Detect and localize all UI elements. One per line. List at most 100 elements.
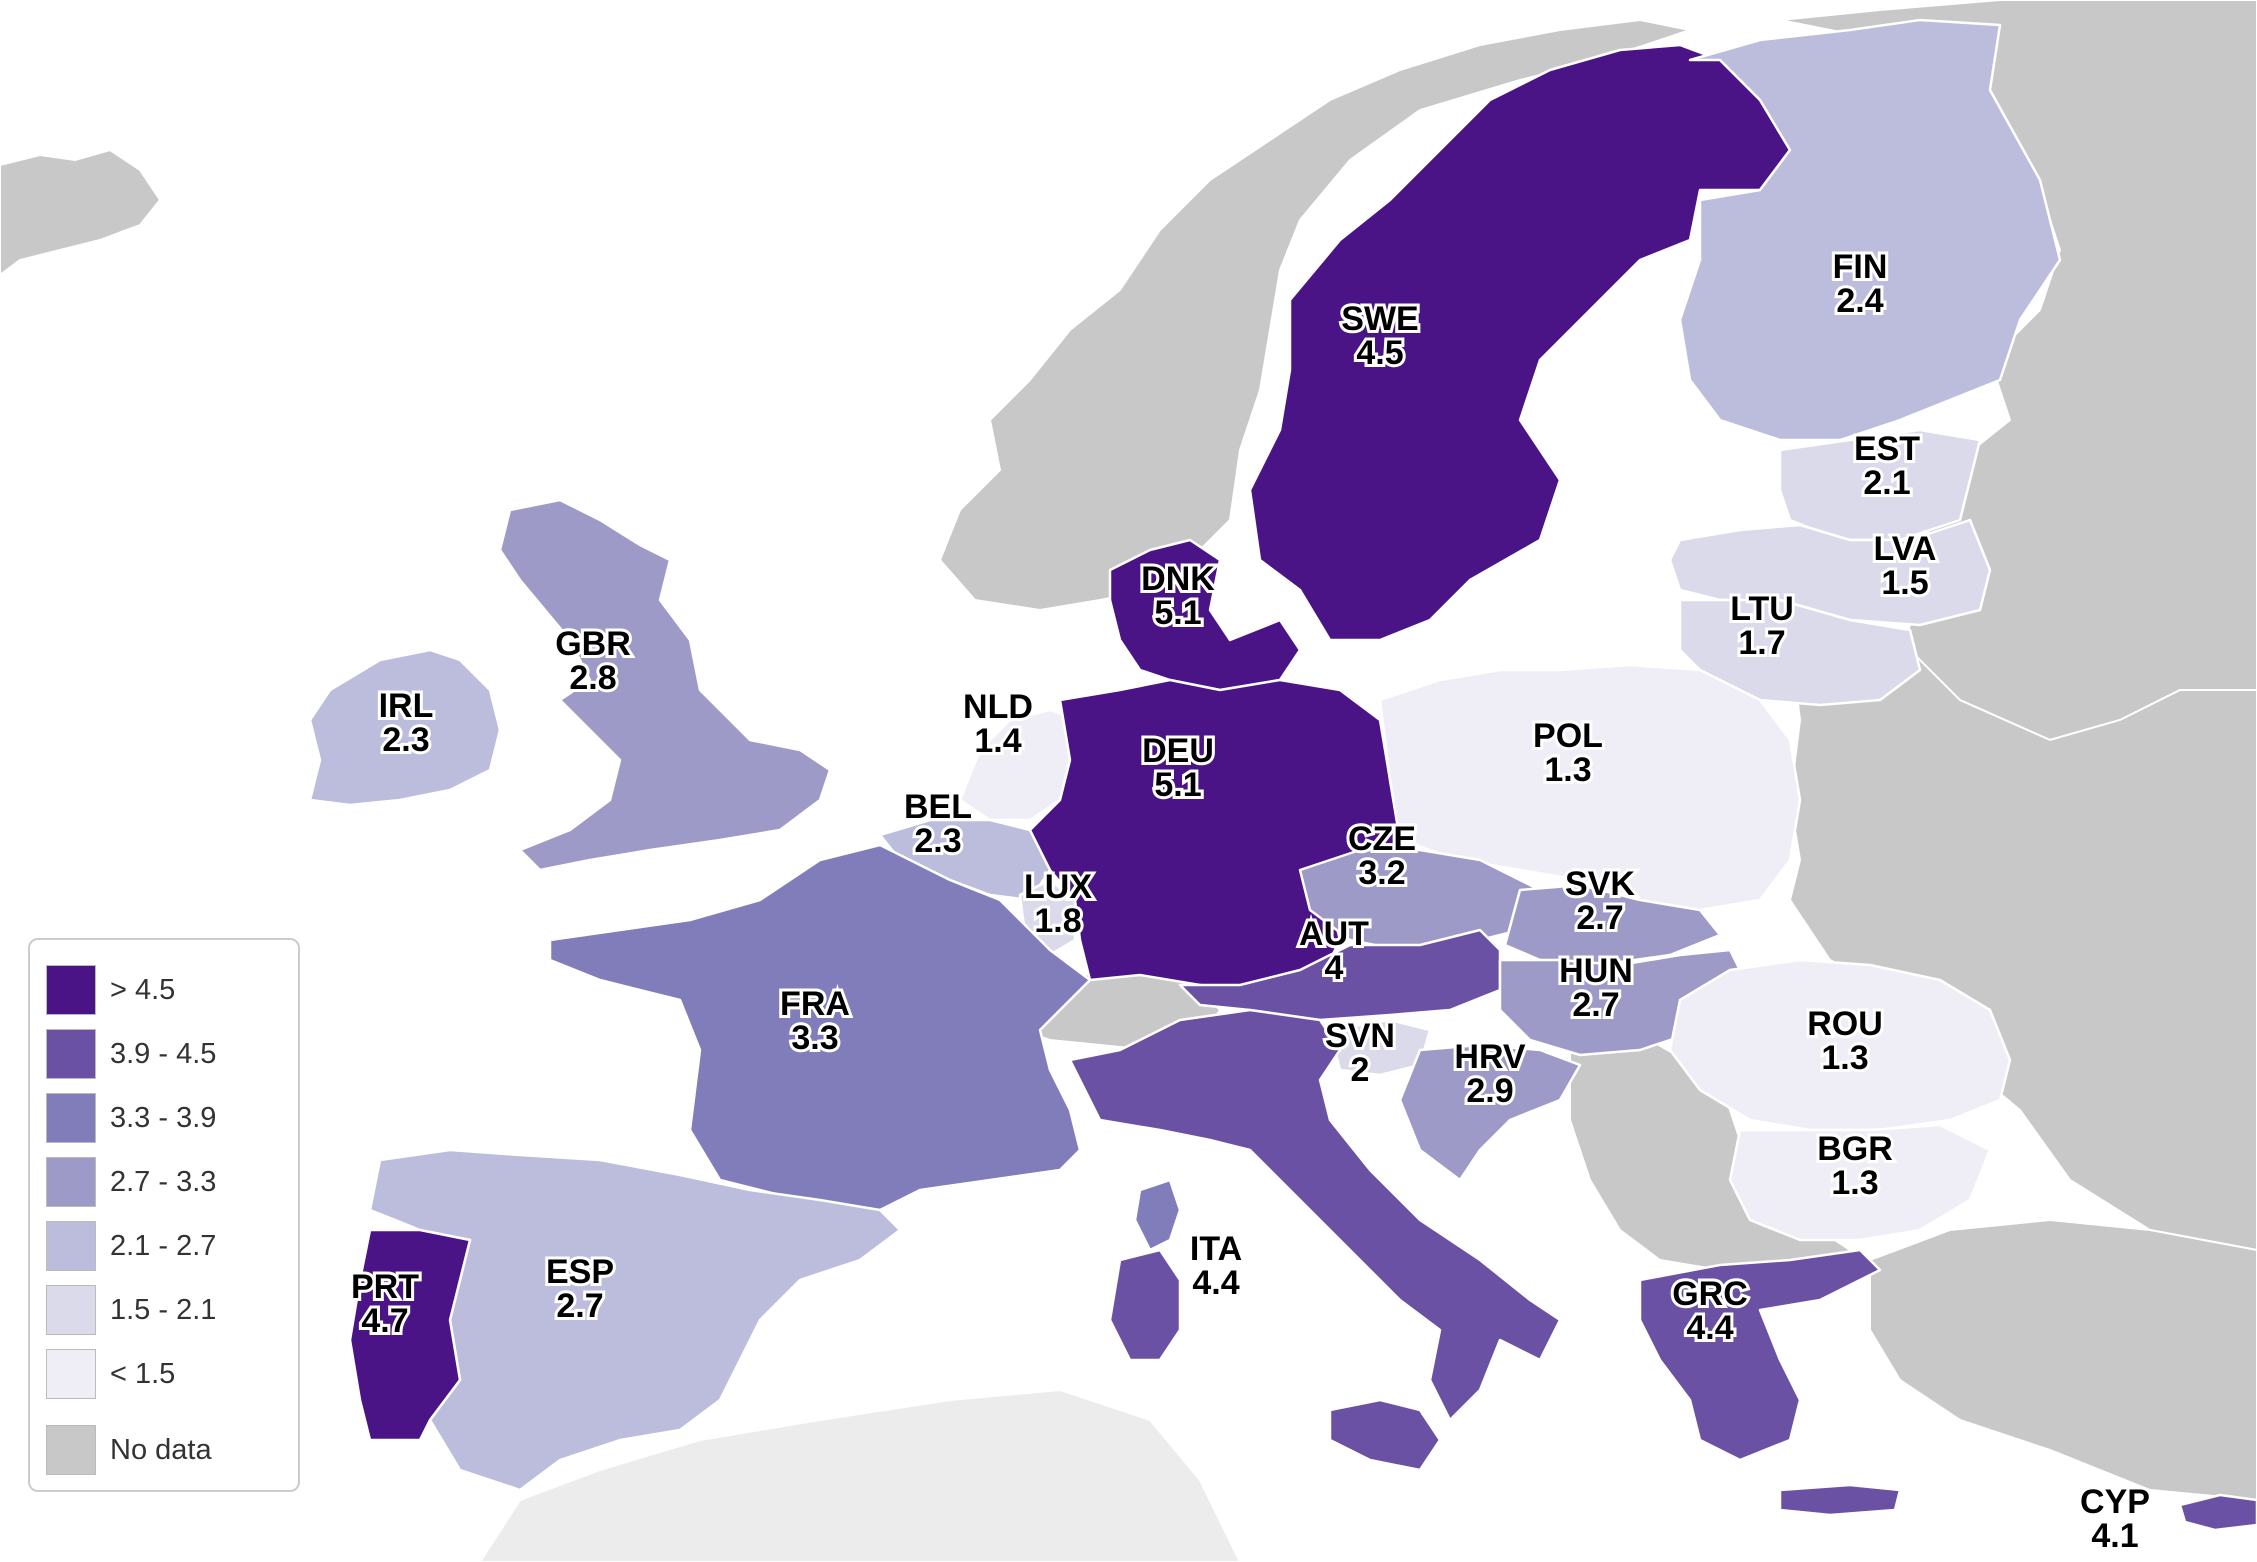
country-value-label: 2.3 [914, 822, 961, 860]
legend-label: No data [110, 1433, 212, 1466]
country-hrv[interactable] [1398, 1043, 1582, 1182]
country-swe[interactable] [1248, 43, 1792, 642]
country-code-label: BEL [904, 788, 972, 826]
region-iceland [0, 148, 162, 277]
country-grc[interactable] [1638, 1248, 1882, 1462]
legend-swatch [46, 1221, 96, 1271]
legend-swatch [46, 1425, 96, 1475]
country-code-label: NLD [963, 688, 1033, 726]
country-grc-crete[interactable] [1778, 1483, 1902, 1517]
country-value-label: 2.4 [1836, 282, 1883, 320]
country-code-label: GRC [1672, 1275, 1748, 1313]
country-code-label: EST [1854, 430, 1920, 468]
country-ita[interactable] [1068, 1008, 1562, 1422]
country-code-label: CYP [2080, 1483, 2150, 1521]
legend-swatch [46, 1157, 96, 1207]
legend-item-7: < 1.5 [46, 1342, 298, 1406]
country-ita-sicily[interactable] [1328, 1398, 1442, 1472]
country-code-label: POL [1533, 717, 1603, 755]
legend-swatch [46, 965, 96, 1015]
country-value-label: 1.8 [1034, 902, 1081, 940]
country-bgr[interactable] [1728, 1123, 1992, 1242]
country-value-label: 2.8 [569, 659, 616, 697]
country-code-label: HUN [1559, 952, 1633, 990]
region-turkey [1869, 1218, 2257, 1502]
country-code-label: IRL [379, 687, 434, 725]
country-code-label: HRV [1454, 1038, 1525, 1076]
country-rou[interactable] [1668, 958, 2012, 1132]
region-norway [938, 18, 1694, 612]
legend-swatch [46, 1285, 96, 1335]
country-code-label: BGR [1817, 1130, 1893, 1168]
country-value-label: 4 [1325, 949, 1344, 987]
country-value-label: 1.3 [1544, 751, 1591, 789]
country-value-label: 4.7 [361, 1302, 408, 1340]
country-gbr[interactable] [498, 498, 832, 872]
country-code-label: ESP [546, 1253, 614, 1291]
country-prt[interactable] [348, 1228, 472, 1442]
legend-item-5: 2.1 - 2.7 [46, 1214, 298, 1278]
legend: > 4.5 3.9 - 4.5 3.3 - 3.9 2.7 - 3.3 2.1 … [28, 938, 300, 1492]
country-code-label: PRT [351, 1268, 419, 1306]
legend-swatch [46, 1349, 96, 1399]
country-labels: SWE4.5FIN2.4EST2.1LVA1.5LTU1.7DNK5.1GBR2… [348, 245, 2153, 1558]
country-code-label: CZE [1348, 820, 1416, 858]
country-code-label: AUT [1299, 915, 1369, 953]
country-value-label: 3.3 [791, 1019, 838, 1057]
country-cyp[interactable] [2178, 1493, 2257, 1532]
country-value-label: 1.3 [1821, 1039, 1868, 1077]
country-code-label: FRA [780, 985, 850, 1023]
country-fin[interactable] [1678, 18, 2062, 442]
country-code-label: GBR [555, 625, 631, 663]
country-code-label: ITA [1190, 1230, 1242, 1268]
country-code-label: FIN [1833, 248, 1888, 286]
legend-label: > 4.5 [110, 973, 176, 1006]
country-value-label: 2.7 [1572, 986, 1619, 1024]
region-belarus-ukraine [1788, 639, 2257, 1252]
legend-item-6: 1.5 - 2.1 [46, 1278, 298, 1342]
country-value-label: 2.3 [382, 721, 429, 759]
country-value-label: 1.4 [974, 722, 1021, 760]
legend-item-2: 3.9 - 4.5 [46, 1022, 298, 1086]
legend-label: 3.3 - 3.9 [110, 1101, 217, 1134]
country-fra[interactable] [548, 843, 1092, 1212]
legend-swatch [46, 1093, 96, 1143]
legend-swatch [46, 1029, 96, 1079]
country-value-label: 5.1 [1154, 594, 1201, 632]
country-code-label: SVN [1325, 1017, 1395, 1055]
country-value-label: 4.5 [1356, 334, 1403, 372]
country-value-label: 2 [1351, 1051, 1370, 1089]
country-code-label: LUX [1024, 868, 1092, 906]
legend-item-4: 2.7 - 3.3 [46, 1150, 298, 1214]
country-ita-sardinia[interactable] [1108, 1248, 1182, 1362]
country-svk[interactable] [1503, 883, 1722, 967]
country-code-label: SVK [1565, 865, 1635, 903]
country-code-label: SWE [1341, 300, 1418, 338]
legend-item-1: > 4.5 [46, 958, 298, 1022]
country-value-label: 1.5 [1881, 564, 1928, 602]
country-value-label: 4.1 [2091, 1517, 2138, 1555]
data-countries [308, 18, 2257, 1532]
country-value-label: 4.4 [1192, 1264, 1239, 1302]
country-value-label: 1.7 [1738, 624, 1785, 662]
country-value-label: 1.3 [1831, 1164, 1878, 1202]
region-north-africa [478, 1388, 1242, 1562]
country-code-label: ROU [1807, 1005, 1883, 1043]
legend-label: 3.9 - 4.5 [110, 1037, 217, 1070]
country-value-label: 4.4 [1686, 1309, 1733, 1347]
country-value-label: 2.1 [1863, 464, 1910, 502]
legend-label: < 1.5 [110, 1357, 176, 1390]
country-dnk[interactable] [1108, 538, 1302, 692]
country-code-label: DNK [1141, 560, 1215, 598]
legend-item-no-data: No data [46, 1418, 298, 1482]
country-est[interactable] [1778, 428, 1982, 542]
legend-label: 1.5 - 2.1 [110, 1293, 217, 1326]
country-code-label: LVA [1874, 530, 1937, 568]
country-irl[interactable] [308, 648, 502, 807]
country-code-label: LTU [1730, 590, 1794, 628]
country-code-label: DEU [1142, 732, 1214, 770]
country-value-label: 2.7 [1576, 899, 1623, 937]
country-value-label: 2.9 [1466, 1072, 1513, 1110]
country-fra-corsica[interactable] [1133, 1178, 1182, 1252]
